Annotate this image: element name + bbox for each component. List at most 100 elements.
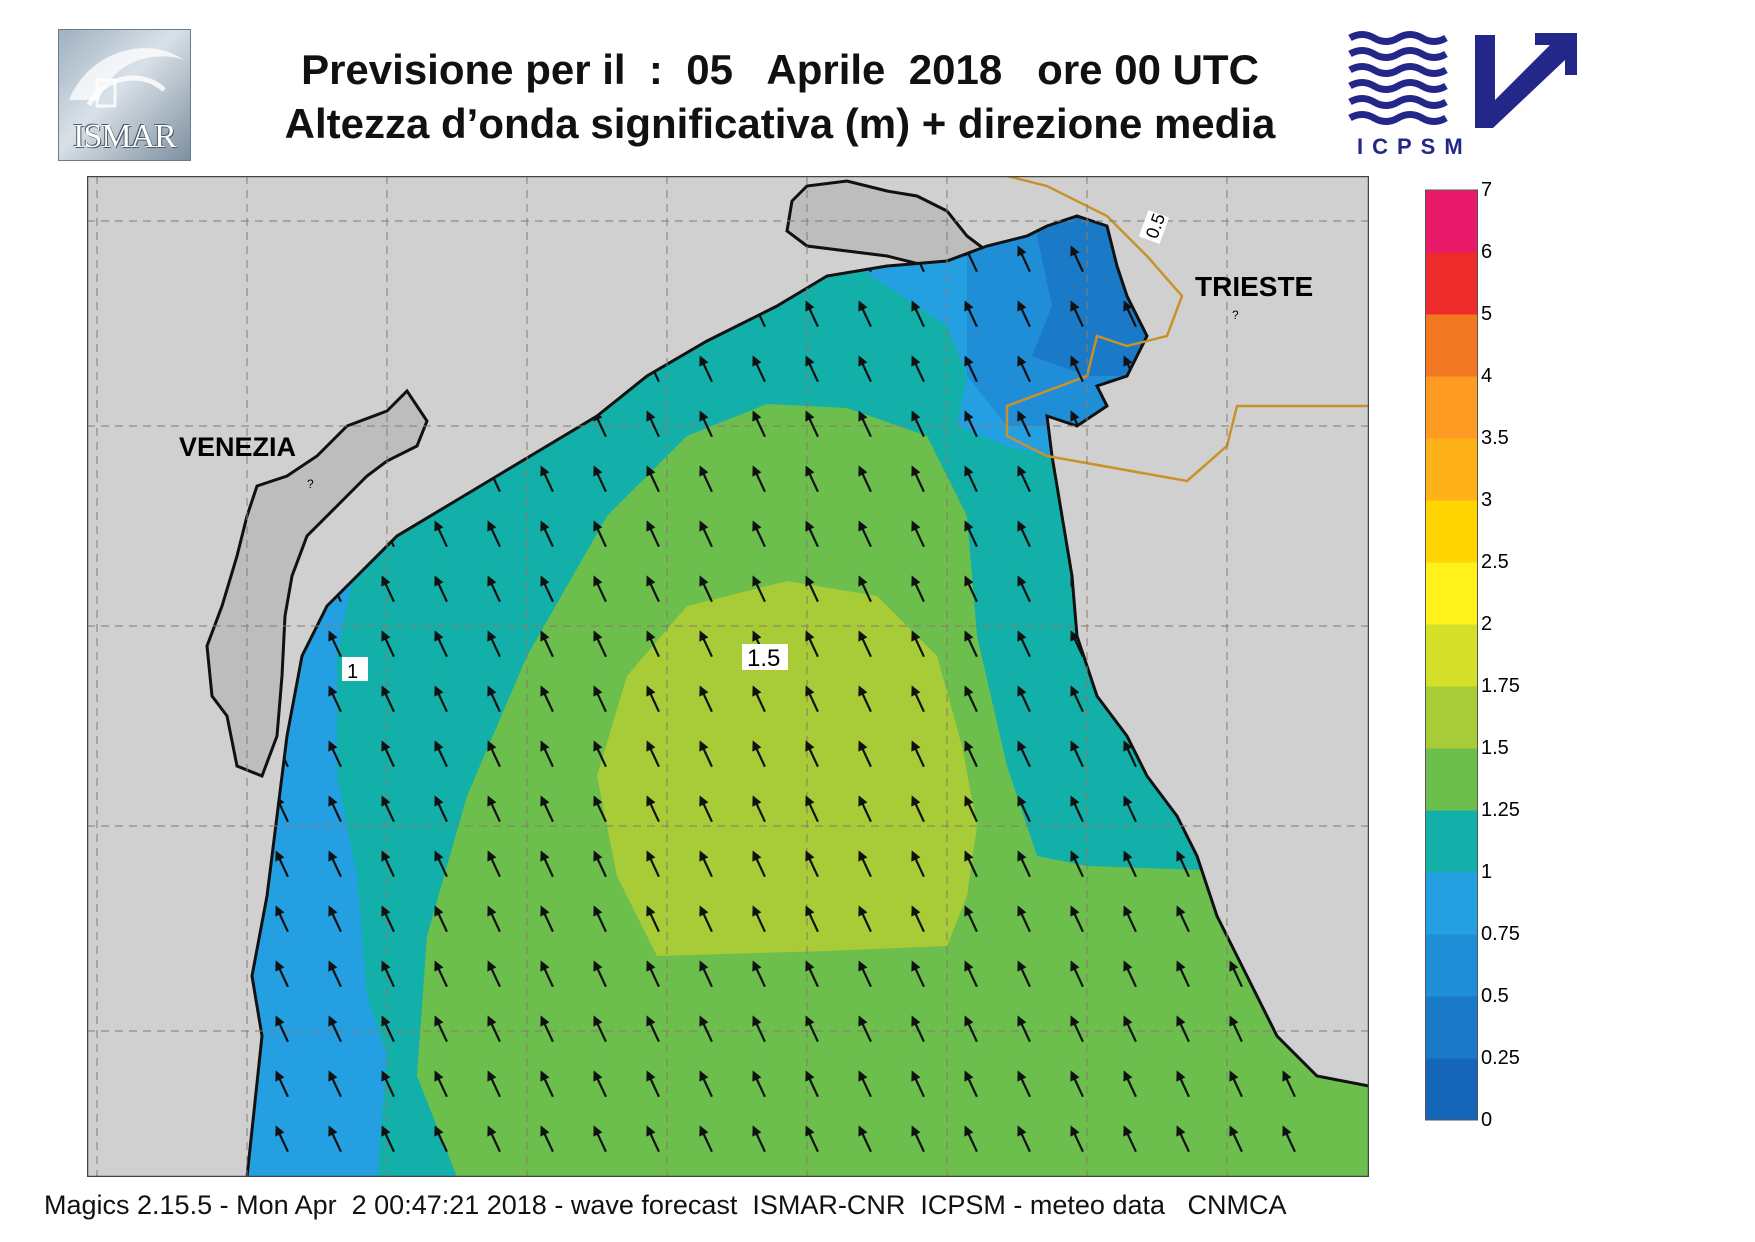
icpsm-logo: ICPSM — [1345, 30, 1585, 160]
wave-direction-arrow — [434, 1015, 448, 1043]
wave-direction-arrow — [540, 740, 554, 768]
wave-direction-arrow — [1123, 1070, 1137, 1098]
wave-direction-arrow — [487, 795, 501, 823]
legend-band — [1425, 686, 1477, 749]
wave-direction-arrow — [964, 300, 978, 328]
wave-direction-arrow — [1017, 245, 1031, 273]
wave-direction-arrow — [487, 850, 501, 878]
legend-band — [1425, 376, 1477, 439]
wave-direction-arrow — [805, 1125, 819, 1153]
wave-direction-arrow — [487, 630, 501, 658]
wave-direction-arrow — [1282, 1125, 1296, 1153]
wave-direction-arrow — [752, 355, 766, 383]
legend-tick-label: 0.5 — [1481, 985, 1509, 1007]
wave-direction-arrow — [1070, 1070, 1084, 1098]
wave-direction-arrow — [434, 905, 448, 933]
wave-direction-arrow — [858, 795, 872, 823]
national-border — [1005, 176, 1369, 483]
wave-direction-arrow — [858, 850, 872, 878]
wave-direction-arrow — [487, 1015, 501, 1043]
wave-direction-arrow — [699, 740, 713, 768]
legend-band — [1425, 190, 1477, 253]
legend-tick-label: 1.5 — [1481, 737, 1509, 759]
wave-height-map: VENEZIA TRIESTE 1.5 1 0.5 ? ? — [87, 176, 1369, 1177]
legend-tick-label: 3.5 — [1481, 427, 1509, 449]
wave-direction-arrow — [964, 465, 978, 493]
wave-direction-arrow — [434, 960, 448, 988]
wave-direction-arrow — [1123, 1125, 1137, 1153]
wave-direction-arrow — [593, 685, 607, 713]
wave-direction-arrow — [858, 355, 872, 383]
wave-direction-arrow — [1123, 1015, 1137, 1043]
wave-direction-arrow — [540, 1070, 554, 1098]
wave-direction-arrow — [964, 1125, 978, 1153]
wave-direction-arrow — [593, 795, 607, 823]
wave-direction-arrow — [381, 685, 395, 713]
wave-direction-arrow — [911, 850, 925, 878]
wave-direction-arrow — [964, 1070, 978, 1098]
color-legend: 7 6 5 4 3.5 3 2.5 2 1.75 1.5 1.25 1 0.75 0.5 0.25 0 — [1425, 180, 1520, 1131]
wave-direction-arrow — [805, 850, 819, 878]
icpsm-emblem — [1348, 31, 1577, 128]
wave-direction-arrow — [1176, 1015, 1190, 1043]
wave-direction-arrow — [593, 1125, 607, 1153]
wave-direction-arrow — [1123, 850, 1137, 878]
wave-direction-arrow — [964, 630, 978, 658]
legend-band — [1425, 748, 1477, 811]
wave-direction-arrow — [752, 1015, 766, 1043]
wave-direction-arrow — [911, 740, 925, 768]
wave-direction-arrow — [381, 850, 395, 878]
wave-direction-arrow — [1070, 355, 1084, 383]
legend-tick-label: 3 — [1481, 489, 1492, 511]
legend-color-bar — [1425, 189, 1478, 1121]
svg-text:1: 1 — [347, 661, 358, 683]
wave-direction-arrow — [646, 575, 660, 603]
wave-direction-arrow — [1017, 960, 1031, 988]
wave-direction-arrow — [858, 740, 872, 768]
wave-direction-arrow — [328, 740, 342, 768]
legend-band — [1425, 314, 1477, 377]
wave-direction-arrow — [858, 465, 872, 493]
wave-direction-arrow — [328, 630, 342, 658]
wave-direction-arrow — [858, 685, 872, 713]
wave-direction-arrow — [1017, 575, 1031, 603]
wave-direction-arrow — [911, 630, 925, 658]
wave-direction-arrow — [540, 575, 554, 603]
legend-tick-label: 1 — [1481, 861, 1492, 883]
wave-direction-arrow — [911, 905, 925, 933]
footer-credits: Magics 2.15.5 - Mon Apr 2 00:47:21 2018 … — [44, 1190, 1287, 1220]
wave-direction-arrow — [1017, 850, 1031, 878]
wave-direction-arrow — [1017, 520, 1031, 548]
wave-direction-arrow — [487, 960, 501, 988]
map-frame — [87, 176, 1369, 1177]
wave-direction-arrow — [487, 575, 501, 603]
wave-direction-arrow — [964, 740, 978, 768]
wave-direction-arrow — [1176, 850, 1190, 878]
legend-tick-label: 2.5 — [1481, 551, 1509, 573]
wave-direction-arrow — [805, 520, 819, 548]
wave-direction-arrow — [434, 520, 448, 548]
wave-direction-arrow — [275, 960, 289, 988]
wave-direction-arrow — [540, 850, 554, 878]
wave-direction-arrow — [911, 355, 925, 383]
wave-direction-arrow — [964, 575, 978, 603]
legend-tick-label: 7 — [1481, 180, 1492, 201]
wave-direction-arrow — [328, 795, 342, 823]
ismar-logo: ISMAR — [58, 29, 191, 161]
wave-direction-arrow — [699, 685, 713, 713]
wave-direction-arrow — [593, 520, 607, 548]
wave-direction-arrow — [275, 1125, 289, 1153]
wave-direction-arrow — [805, 355, 819, 383]
wave-direction-arrow — [911, 410, 925, 438]
wave-direction-arrow — [275, 1070, 289, 1098]
wave-direction-arrow — [487, 520, 501, 548]
wave-direction-arrow — [964, 960, 978, 988]
wave-direction-arrow — [1017, 740, 1031, 768]
legend-tick-label: 4 — [1481, 365, 1492, 387]
wave-direction-arrow — [1070, 1125, 1084, 1153]
wave-direction-arrow — [964, 355, 978, 383]
wave-direction-arrow — [1282, 1070, 1296, 1098]
legend-frame — [1425, 189, 1478, 1121]
wave-direction-arrow — [1017, 630, 1031, 658]
page-subtitle: Altezza d’onda significativa (m) + direz… — [284, 100, 1276, 147]
